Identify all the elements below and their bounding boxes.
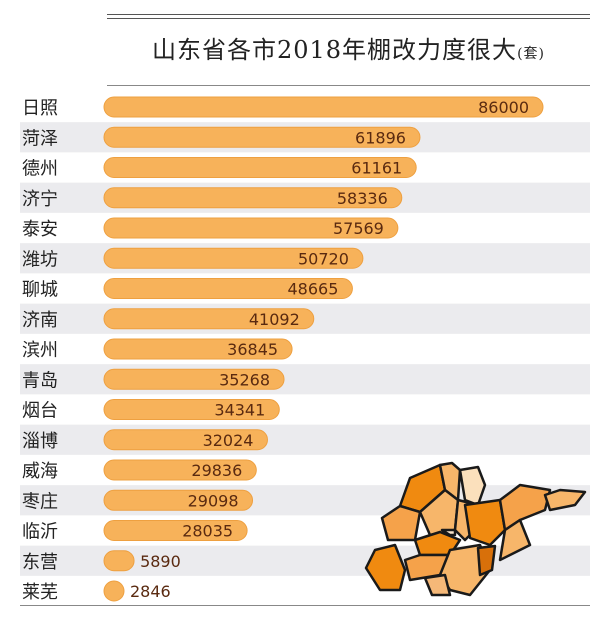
category-label: 潍坊	[22, 249, 58, 270]
bar	[103, 580, 125, 602]
bar	[103, 399, 280, 420]
bar	[103, 429, 268, 451]
bar	[103, 368, 285, 390]
category-label: 德州	[22, 159, 58, 180]
data-label: 50720	[298, 249, 349, 268]
data-label: 61161	[351, 159, 402, 178]
bar	[103, 278, 353, 299]
map-region	[463, 498, 507, 547]
data-label: 5890	[140, 552, 181, 571]
category-label: 淄博	[22, 431, 58, 452]
title-rule-bottom	[107, 85, 590, 86]
title-text: 山东省各市2018年棚改力度很大	[151, 36, 518, 64]
data-label: 36845	[227, 340, 278, 359]
category-label: 济宁	[22, 189, 58, 210]
bar	[103, 459, 257, 481]
map-region	[364, 543, 407, 592]
title-rule-top	[107, 14, 590, 15]
category-label: 日照	[22, 98, 58, 119]
data-label: 32024	[203, 431, 254, 450]
category-label: 威海	[22, 461, 58, 482]
data-label: 28035	[182, 522, 233, 541]
category-label: 东营	[22, 552, 58, 573]
map-region	[476, 544, 497, 577]
data-label: 57569	[333, 219, 384, 238]
bar	[103, 187, 403, 209]
category-label: 泰安	[22, 219, 58, 240]
category-label: 济南	[22, 310, 58, 331]
map-region	[380, 504, 422, 542]
map-region	[543, 488, 587, 512]
category-label: 滨州	[22, 340, 58, 361]
bar	[103, 308, 315, 330]
map-region	[440, 528, 457, 537]
data-label: 58336	[337, 189, 388, 208]
map-region	[458, 465, 487, 507]
data-label: 48665	[288, 280, 339, 299]
unit-text: (套)	[517, 46, 545, 62]
title-rule-top-2	[107, 18, 590, 19]
bar	[103, 157, 417, 178]
bar	[103, 217, 399, 239]
data-label: 35268	[219, 370, 270, 389]
bar	[103, 550, 135, 572]
data-label: 86000	[478, 98, 529, 117]
category-label: 莱芜	[22, 582, 58, 603]
bar	[103, 247, 364, 269]
bar	[103, 126, 421, 148]
category-label: 临沂	[22, 522, 58, 543]
bar	[103, 96, 544, 118]
category-label: 聊城	[22, 280, 58, 301]
bar	[103, 338, 293, 360]
data-label: 29098	[188, 491, 239, 510]
category-label: 青岛	[22, 370, 58, 391]
category-label: 菏泽	[22, 128, 58, 149]
data-label: 61896	[355, 128, 406, 147]
data-label: 29836	[191, 461, 242, 480]
map-region	[413, 530, 462, 557]
data-label: 41092	[249, 310, 300, 329]
map-region	[438, 461, 462, 502]
map-region	[498, 518, 532, 562]
data-label: 34341	[214, 401, 265, 420]
bar	[103, 520, 248, 541]
chart-title: 山东省各市2018年棚改力度很大(套)	[107, 30, 590, 65]
data-label: 2846	[130, 582, 171, 601]
map-region	[423, 573, 452, 597]
category-label: 枣庄	[22, 491, 58, 512]
category-label: 烟台	[22, 401, 58, 422]
chart-bottom-rule	[20, 605, 590, 606]
shandong-map-icon	[364, 461, 587, 597]
bar	[103, 489, 254, 511]
